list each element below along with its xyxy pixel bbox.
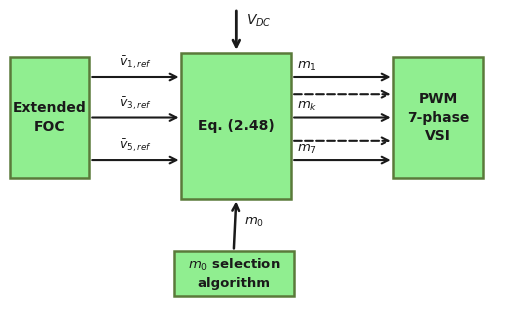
- Text: $m_1$: $m_1$: [297, 60, 317, 73]
- Text: $m_7$: $m_7$: [297, 143, 317, 156]
- Text: $V_{DC}$: $V_{DC}$: [245, 12, 271, 29]
- FancyBboxPatch shape: [174, 251, 294, 296]
- Text: Extended
FOC: Extended FOC: [13, 101, 87, 134]
- Text: $\bar{v}_{3,ref}$: $\bar{v}_{3,ref}$: [119, 95, 152, 112]
- Text: $m_0$: $m_0$: [244, 216, 264, 229]
- Text: PWM
7-phase
VSI: PWM 7-phase VSI: [407, 92, 470, 143]
- Text: $m_k$: $m_k$: [297, 100, 318, 113]
- Text: Eq. (2.48): Eq. (2.48): [198, 119, 275, 133]
- FancyBboxPatch shape: [393, 57, 483, 178]
- FancyBboxPatch shape: [181, 53, 291, 199]
- FancyBboxPatch shape: [10, 57, 89, 178]
- Text: $\bar{v}_{1,ref}$: $\bar{v}_{1,ref}$: [119, 54, 152, 71]
- Text: $\bar{v}_{5,ref}$: $\bar{v}_{5,ref}$: [119, 137, 152, 154]
- Text: $m_0$ selection
algorithm: $m_0$ selection algorithm: [188, 257, 280, 290]
